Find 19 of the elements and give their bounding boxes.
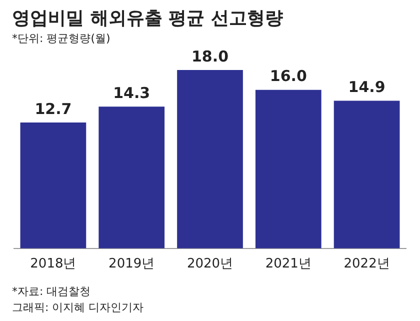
x-tick-label: 2018년 [30, 256, 76, 272]
x-tick-label: 2021년 [265, 256, 312, 272]
bar [20, 122, 86, 248]
x-tick-label: 2022년 [344, 256, 390, 272]
x-tick-label: 2020년 [186, 256, 234, 272]
data-label: 12.7 [34, 100, 72, 118]
bar [255, 90, 322, 248]
data-label: 14.9 [348, 78, 386, 96]
x-tick-label: 2019년 [108, 256, 155, 272]
chart-subtitle: *단위: 평균형량(월) [12, 31, 110, 46]
data-label: 16.0 [270, 67, 307, 86]
text: *자료: 대검찰청 [12, 284, 91, 299]
chart-title: 영업비밀 해외유출 평균 선고형량 [12, 7, 283, 30]
bar [177, 70, 243, 248]
data-label: 14.3 [113, 84, 150, 102]
bar [98, 106, 165, 248]
bar [334, 100, 400, 248]
text: 그래픽: 이지혜 디자인기자 [12, 300, 144, 315]
data-label: 18.0 [191, 47, 229, 66]
